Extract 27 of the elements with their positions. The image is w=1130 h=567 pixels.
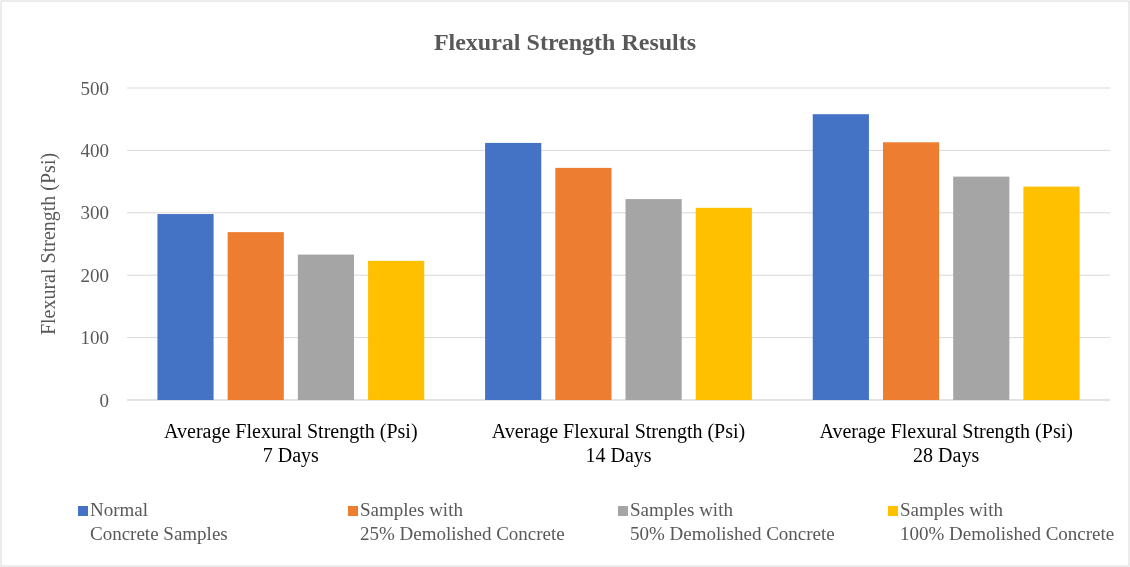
bar — [297, 254, 355, 400]
bar — [157, 214, 214, 400]
bar — [882, 142, 940, 400]
bar — [695, 207, 752, 400]
chart-title: Flexural Strength Results — [433, 29, 697, 55]
y-tick-label: 100 — [80, 327, 109, 349]
x-tick-label: Average Flexural Strength (Psi) 14 Days — [491, 420, 746, 467]
bar — [555, 167, 612, 400]
bar — [368, 260, 425, 400]
bar — [485, 142, 542, 400]
x-tick-label: Average Flexural Strength (Psi) 28 Days — [819, 420, 1073, 467]
bar — [812, 114, 869, 400]
bar — [953, 176, 1010, 400]
bar — [625, 199, 682, 400]
legend-label: Samples with 25% Demolished Concrete — [360, 499, 565, 544]
y-tick-label: 400 — [80, 140, 109, 162]
y-tick-label: 0 — [99, 389, 109, 411]
y-tick-label: 300 — [80, 202, 109, 224]
y-tick-label: 500 — [80, 77, 109, 99]
y-axis-title: Flexural Strength (Psi) — [37, 152, 60, 336]
legend-label: Samples with 50% Demolished Concrete — [630, 499, 835, 544]
bar — [1023, 186, 1080, 400]
legend-label: Samples with 100% Demolished Concrete — [900, 499, 1115, 544]
legend-label: Normal Concrete Samples — [90, 499, 228, 544]
bar — [227, 232, 284, 400]
x-tick-label: Average Flexural Strength (Psi) 7 Days — [164, 420, 418, 467]
y-tick-label: 200 — [80, 264, 109, 286]
